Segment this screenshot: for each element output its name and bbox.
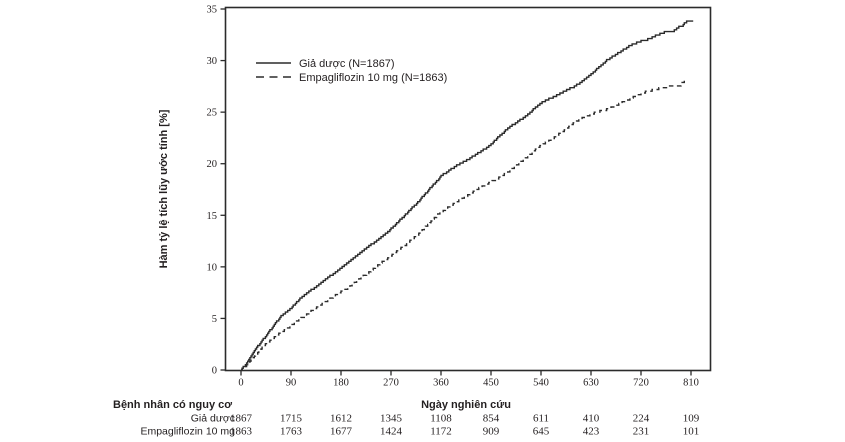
x-tick-label: 180 [333,378,349,389]
x-tick-label: 720 [633,378,649,389]
risk-row-label-placebo: Giả dược [191,413,235,425]
x-tick-label: 450 [483,378,499,389]
risk-count-value: 1612 [330,413,352,425]
x-tick-label: 810 [683,378,699,389]
risk-row-label-empagliflozin: Empagliflozin 10 mg [140,426,235,438]
risk-count-value: 1867 [230,413,253,425]
x-tick-label: 540 [533,378,549,389]
x-tick-label: 630 [583,378,599,389]
y-tick-label: 35 [207,5,218,16]
risk-count-value: 611 [533,413,549,425]
curves [241,20,694,371]
risk-table-values: 1867 1715 1612 1345 1108 854 611 410 224 109 1863 1… [230,413,700,438]
risk-count-value: 423 [583,426,600,438]
risk-count-value: 1172 [430,426,452,438]
y-tick-label: 5 [212,314,217,325]
x-axis-ticks: 0 90 180 270 360 450 540 630 720 810 [238,370,699,389]
risk-count-value: 109 [683,413,700,425]
y-tick-label: 0 [212,366,217,377]
risk-count-value: 1863 [230,426,253,438]
y-axis-ticks: 0 5 10 15 20 25 30 35 [207,5,226,377]
legend-label-empagliflozin: Empagliflozin 10 mg (N=1863) [299,72,447,84]
y-tick-label: 15 [207,211,218,222]
risk-count-value: 101 [683,426,700,438]
risk-count-value: 410 [583,413,600,425]
risk-count-value: 1345 [380,413,403,425]
risk-count-value: 1108 [430,413,452,425]
risk-count-value: 909 [483,426,500,438]
y-tick-label: 10 [207,262,218,273]
x-tick-label: 0 [238,378,243,389]
risk-count-value: 224 [633,413,650,425]
y-tick-label: 25 [207,108,218,119]
legend: Giả dược (N=1867) Empagliflozin 10 mg (N… [256,58,447,84]
x-tick-label: 360 [433,378,449,389]
y-tick-label: 30 [207,56,218,67]
plot-frame [224,6,712,372]
risk-count-value: 854 [483,413,500,425]
placebo-curve [241,20,694,371]
risk-table-header: Bệnh nhân có nguy cơ [113,399,232,411]
risk-count-value: 1763 [280,426,303,438]
risk-count-value: 1715 [280,413,303,425]
risk-count-value: 231 [633,426,650,438]
y-tick-label: 20 [207,159,218,170]
y-axis-title: Hàm tỷ lệ tích lũy ước tính [%] [158,109,170,268]
x-axis-title: Ngày nghiên cứu [421,399,511,411]
risk-count-value: 1424 [380,426,403,438]
risk-count-value: 1677 [330,426,353,438]
risk-count-value: 645 [533,426,550,438]
empagliflozin-curve [241,80,688,371]
x-tick-label: 90 [286,378,297,389]
risk-table: Bệnh nhân có nguy cơ Ngày nghiên cứu Giả… [113,399,700,438]
x-tick-label: 270 [383,378,399,389]
legend-label-placebo: Giả dược (N=1867) [299,58,395,70]
